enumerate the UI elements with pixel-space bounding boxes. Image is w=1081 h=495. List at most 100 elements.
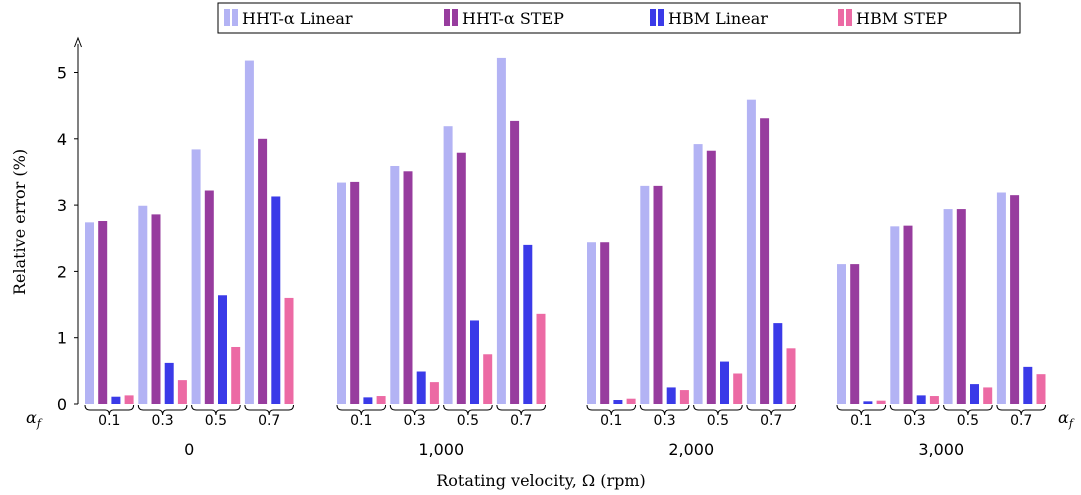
y-tick-label: 3: [57, 196, 67, 215]
bar: [483, 354, 493, 404]
bar: [746, 99, 756, 405]
legend-box: [217, 2, 1021, 34]
bar: [666, 387, 676, 404]
subcategory-brace: [889, 404, 940, 416]
bar: [903, 225, 913, 404]
bar: [231, 346, 241, 404]
subcategory-label: 0.7: [1010, 413, 1032, 429]
subcategory-brace: [746, 404, 796, 416]
subcategory-label: 0.5: [457, 413, 479, 429]
legend: HHT-α Linear HHT-α STEP HBM Linear HBM STEP: [217, 2, 1021, 34]
subcategory-brace: [244, 404, 294, 416]
bar: [890, 226, 900, 404]
group-label: 2,000: [668, 440, 714, 459]
subcategory-label: 0.5: [957, 413, 979, 429]
legend-swatch: [452, 9, 458, 26]
bar: [996, 192, 1006, 404]
subcategory-label: 0.5: [707, 413, 729, 429]
bar: [587, 242, 596, 404]
alpha-subscript: f: [1068, 417, 1075, 430]
subcategory-label: 0.3: [903, 413, 925, 429]
bar: [983, 387, 993, 404]
bar: [390, 165, 400, 404]
bar: [733, 373, 743, 404]
subcategory-brace: [496, 404, 546, 416]
subcategory-label: 0.3: [151, 413, 173, 429]
subcategory-axis-label: αf: [26, 408, 43, 430]
y-tick-label: 5: [57, 64, 67, 83]
y-tick-label: 1: [57, 329, 67, 348]
bar: [363, 397, 373, 404]
y-axis-arrow: [74, 36, 82, 48]
subcategory-label: 0.1: [600, 413, 622, 429]
bar: [177, 380, 187, 404]
subcategory-label: 0.7: [760, 413, 782, 429]
subcategory-brace: [443, 404, 493, 416]
subcategory-brace: [84, 404, 135, 416]
x-axis-title: Rotating velocity, Ω (rpm): [436, 471, 646, 490]
bar: [943, 209, 953, 404]
alpha-symbol: α: [1058, 408, 1069, 427]
subcategory-label: 0.1: [350, 413, 372, 429]
bar: [124, 395, 134, 404]
bar: [164, 362, 174, 404]
bar: [244, 60, 254, 404]
subcategory-brace: [586, 404, 637, 416]
bar: [443, 126, 453, 404]
legend-swatch: [658, 9, 664, 26]
bar: [151, 214, 161, 404]
bar: [693, 144, 703, 404]
bar: [191, 149, 201, 404]
bar: [416, 371, 426, 404]
bar: [85, 222, 94, 404]
legend-swatch: [232, 9, 238, 26]
bar: [204, 190, 214, 404]
subcategory-label: 0.3: [653, 413, 675, 429]
bar: [138, 205, 148, 404]
bar: [1023, 366, 1033, 404]
bar: [536, 313, 546, 404]
bar: [376, 396, 386, 404]
bar: [429, 382, 439, 404]
bar: [470, 320, 479, 404]
bar: [720, 361, 729, 404]
bar: [970, 384, 979, 404]
bar: [496, 57, 506, 404]
subcategory-brace: [836, 404, 887, 416]
subcategory-label: 0.7: [510, 413, 532, 429]
subcategory-brace: [943, 404, 993, 416]
legend-swatch: [846, 9, 852, 26]
bar: [929, 396, 939, 404]
bar: [523, 244, 533, 404]
bar: [111, 396, 121, 404]
legend-label: HHT-α Linear: [242, 9, 353, 28]
y-tick-label: 4: [57, 130, 67, 149]
bar: [613, 400, 623, 404]
subcategory-brace: [336, 404, 387, 416]
bar: [403, 171, 413, 404]
axis-titles: Rotating velocity, Ω (rpm) Relative error…: [10, 149, 646, 490]
subcategory-label: 0.1: [98, 413, 120, 429]
bar: [850, 264, 860, 404]
bar: [837, 264, 846, 404]
subcategory-label: 0.1: [850, 413, 872, 429]
subcategory-brace: [137, 404, 188, 416]
bar: [258, 138, 268, 405]
legend-swatch: [838, 9, 844, 26]
bar: [956, 209, 966, 404]
legend-swatch: [224, 9, 230, 26]
bar: [98, 221, 108, 404]
subcategory-label: 0.5: [205, 413, 227, 429]
legend-label: HHT-α STEP: [462, 9, 564, 28]
group-label: 0: [184, 440, 194, 459]
y-tick-label: 0: [57, 395, 67, 414]
bar: [640, 185, 650, 404]
legend-label: HBM STEP: [856, 9, 947, 28]
bar: [456, 152, 466, 404]
subcategory-brace: [996, 404, 1046, 416]
legend-swatch: [650, 9, 656, 26]
bar: [876, 400, 886, 404]
bar: [760, 118, 770, 404]
bar: [600, 242, 610, 404]
